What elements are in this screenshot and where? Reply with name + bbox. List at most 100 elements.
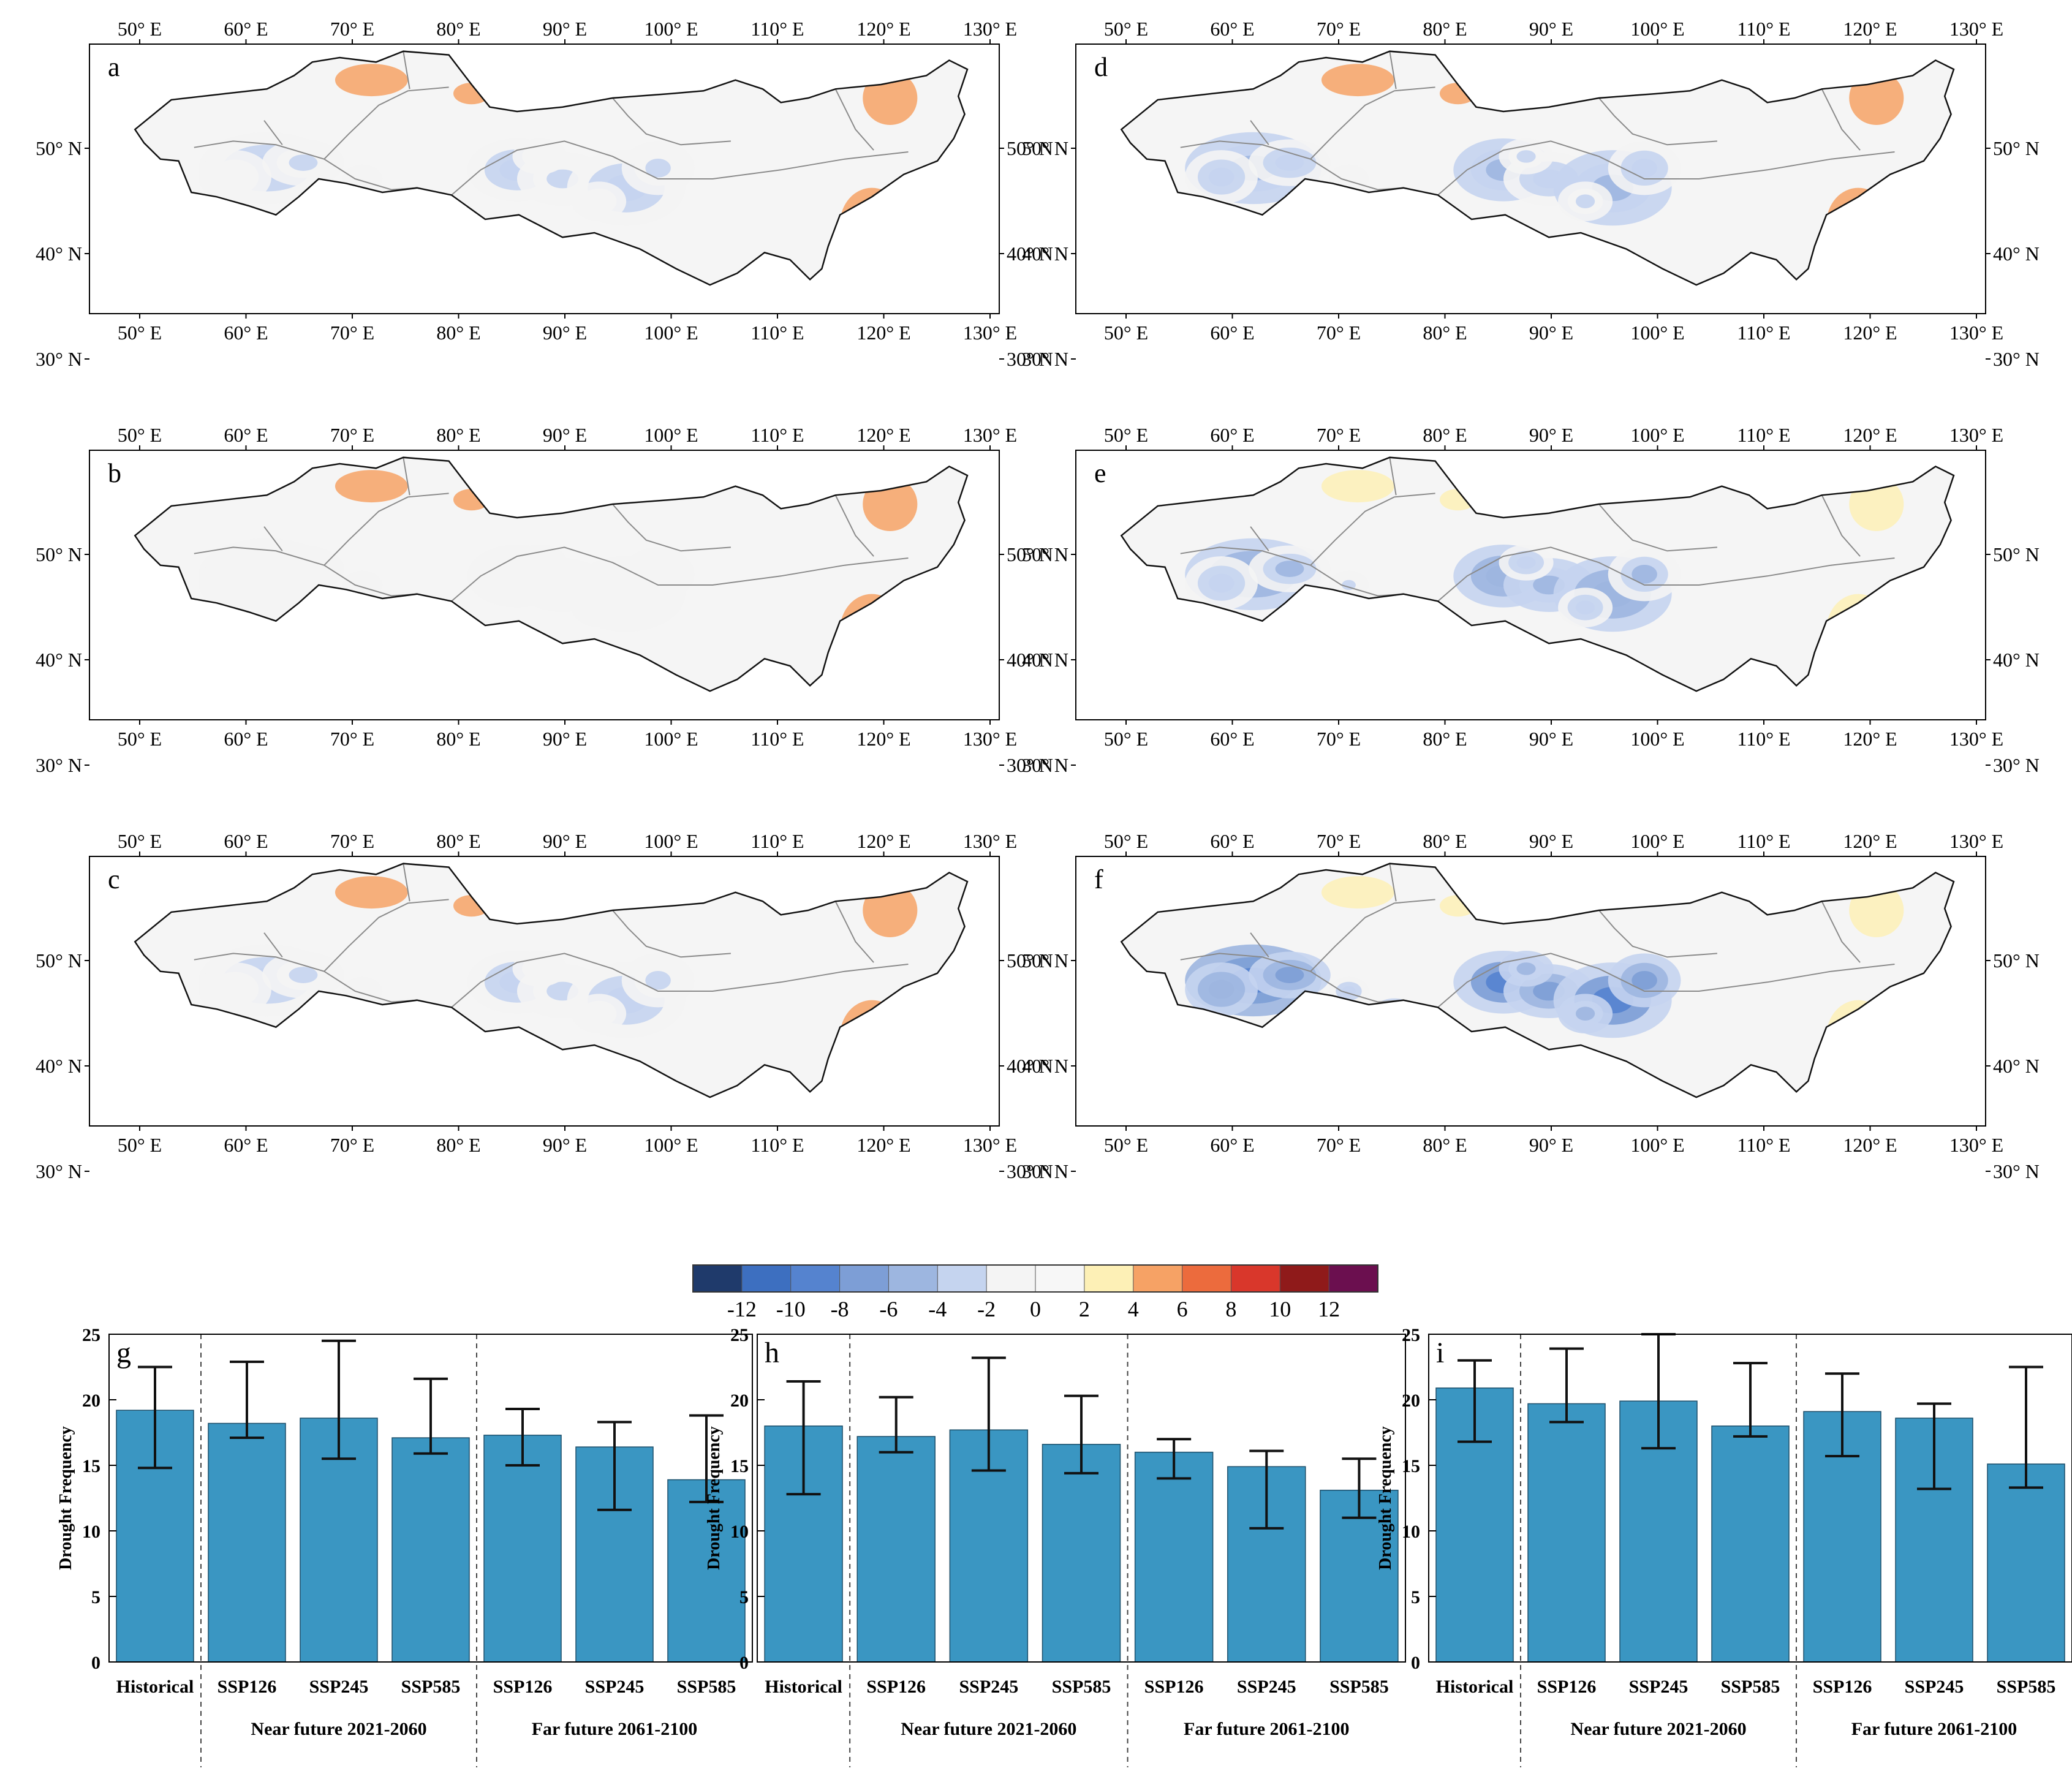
lat-tick-left: 50° N: [36, 543, 82, 565]
lon-tick-bottom: 70° E: [330, 728, 374, 750]
lat-tick-left: 40° N: [1022, 1055, 1068, 1077]
colorbar-swatch: [1133, 1264, 1183, 1293]
bar-charts: Historical SSP126 SSP245 SSP585 SSP126 SSP245…: [56, 1325, 2072, 1767]
lon-tick-top: 60° E: [1210, 424, 1254, 446]
colorbar-swatch: [1279, 1264, 1330, 1293]
lon-tick-bottom: 60° E: [224, 1134, 268, 1156]
country-border: [1250, 526, 1269, 551]
y-tick-label: 0: [1411, 1653, 1420, 1673]
y-tick-label: 5: [739, 1587, 749, 1607]
lon-tick-bottom: 120° E: [1843, 728, 1897, 750]
lat-tick-right: 30° N: [1007, 1160, 1053, 1182]
y-tick-label: 15: [1402, 1456, 1420, 1476]
lon-tick-top: 50° E: [1104, 18, 1148, 40]
lon-tick-bottom: 130° E: [963, 322, 1017, 344]
lon-tick-top: 80° E: [436, 424, 480, 446]
lon-tick-bottom: 130° E: [1949, 1134, 2003, 1156]
group-label-far: Far future 2061-2100: [1851, 1719, 2017, 1739]
country-border: [1821, 494, 1861, 557]
lon-tick-top: 90° E: [1529, 424, 1573, 446]
lon-tick-top: 60° E: [224, 424, 268, 446]
lon-tick-bottom: 130° E: [963, 1134, 1017, 1156]
lon-tick-bottom: 70° E: [1317, 728, 1361, 750]
map-panel-f: f50° E50° E60° E60° E70° E70° E80° E80° …: [1022, 830, 2040, 1182]
y-tick-label: 25: [730, 1325, 749, 1345]
colorbar-tick: -10: [776, 1297, 806, 1321]
panel-letter: d: [1094, 52, 1108, 82]
lon-tick-bottom: 80° E: [436, 728, 480, 750]
country-border: [1598, 504, 1717, 552]
lon-tick-bottom: 130° E: [1949, 728, 2003, 750]
anomaly-blob: [222, 573, 248, 593]
country-border: [1310, 493, 1435, 566]
lon-tick-top: 60° E: [1210, 830, 1254, 852]
colorbar-swatch: [692, 1264, 743, 1293]
country-border: [1437, 140, 1895, 196]
x-tick-label: SSP245: [585, 1677, 645, 1697]
lat-tick-left: 30° N: [1022, 1160, 1068, 1182]
lat-tick-right: 30° N: [1993, 1160, 2040, 1182]
bar: [483, 1435, 562, 1663]
lon-tick-bottom: 50° E: [1104, 322, 1148, 344]
colorbar-tick: 2: [1079, 1297, 1090, 1321]
country-border: [1598, 910, 1717, 958]
x-tick-label: SSP245: [309, 1677, 369, 1697]
x-tick-label: Historical: [116, 1677, 194, 1697]
lat-tick-right: 30° N: [1993, 348, 2040, 370]
country-border: [834, 88, 874, 151]
bar: [856, 1436, 936, 1663]
warm-patch: [335, 876, 408, 909]
lon-tick-bottom: 100° E: [1630, 322, 1684, 344]
lon-tick-bottom: 130° E: [963, 728, 1017, 750]
anomaly-blob: [1342, 580, 1356, 591]
country-border: [263, 932, 283, 957]
country-border: [1437, 546, 1895, 602]
country-border: [451, 140, 909, 196]
anomaly-blob: [1342, 986, 1356, 997]
lon-tick-top: 120° E: [1843, 830, 1897, 852]
country-border: [263, 526, 283, 551]
lon-tick-top: 70° E: [330, 424, 374, 446]
lon-tick-bottom: 110° E: [1737, 322, 1790, 344]
lon-tick-top: 60° E: [224, 18, 268, 40]
y-tick-label: 25: [82, 1325, 100, 1345]
lat-tick-right: 30° N: [1007, 348, 1053, 370]
lon-tick-bottom: 70° E: [1317, 322, 1361, 344]
lat-tick-left: 40° N: [36, 243, 82, 265]
lat-tick-left: 50° N: [1022, 950, 1068, 972]
map-panel-b: b 50° E 50° E 60° E 60° E 70° E 70° E 80° E 80° …: [36, 424, 1053, 776]
anomaly-blob: [1576, 1006, 1595, 1021]
anomaly-blob: [530, 556, 550, 569]
lat-tick-right: 40° N: [1993, 649, 2040, 671]
anomaly-blob: [530, 150, 550, 163]
lon-tick-top: 90° E: [543, 424, 587, 446]
lon-tick-top: 50° E: [118, 830, 162, 852]
x-tick-label: SSP126: [1813, 1677, 1872, 1697]
lon-tick-bottom: 100° E: [644, 322, 698, 344]
lat-tick-left: 40° N: [1022, 243, 1068, 265]
anomaly-blob: [1516, 556, 1536, 569]
lon-tick-bottom: 100° E: [1630, 1134, 1684, 1156]
colorbar-tick: 12: [1318, 1297, 1340, 1321]
bar-panel-i: Historical SSP126 SSP245 SSP585 SSP126 SSP245…: [1376, 1325, 2072, 1767]
lat-tick-right: 50° N: [1007, 137, 1053, 159]
bar: [1711, 1425, 1790, 1663]
lat-tick-left: 30° N: [1022, 348, 1068, 370]
lon-tick-top: 60° E: [224, 830, 268, 852]
country-border: [1598, 97, 1717, 146]
lon-tick-bottom: 110° E: [751, 728, 804, 750]
lon-tick-top: 100° E: [644, 18, 698, 40]
lon-tick-bottom: 70° E: [330, 1134, 374, 1156]
lon-tick-top: 90° E: [543, 830, 587, 852]
anomaly-blob: [1576, 194, 1595, 208]
lat-tick-right: 30° N: [1007, 754, 1053, 776]
region-outline: [1120, 50, 1955, 286]
country-border: [1821, 901, 1861, 963]
warm-patch: [335, 470, 408, 503]
lon-tick-top: 80° E: [1423, 424, 1467, 446]
colorbar-swatch: [790, 1264, 841, 1293]
colorbar-tick: -6: [879, 1297, 898, 1321]
y-tick-label: 20: [82, 1391, 100, 1411]
region-outline: [1120, 456, 1955, 692]
lat-tick-right: 50° N: [1993, 137, 2040, 159]
